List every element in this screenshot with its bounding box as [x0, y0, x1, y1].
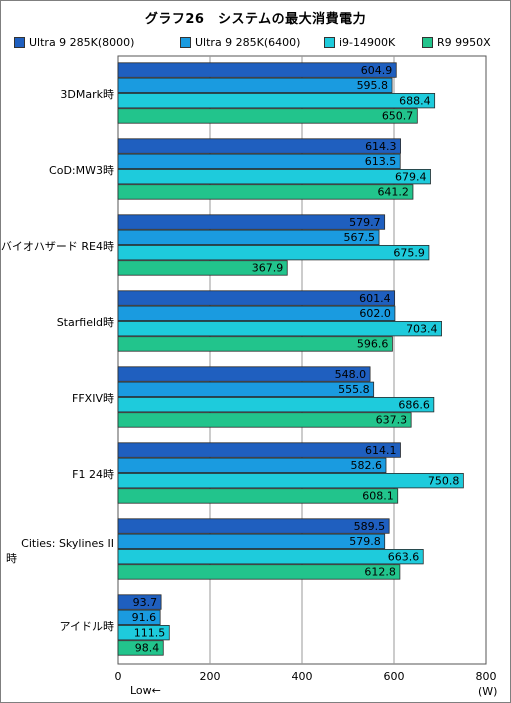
bar-value-label: 686.6	[398, 398, 430, 411]
bar	[117, 184, 414, 200]
bar	[117, 396, 435, 413]
bar-value-label: 579.8	[349, 535, 381, 548]
bar-value-label: 688.4	[399, 94, 431, 107]
bar-value-label: 579.7	[349, 216, 381, 229]
bar-value-label: 612.8	[364, 566, 396, 579]
bar	[117, 442, 401, 458]
bar-value-label: 650.7	[382, 110, 414, 123]
bar-value-label: 675.9	[393, 246, 425, 259]
category-label-continued: 時	[6, 552, 17, 565]
legend-label-3: R9 9950X	[437, 36, 491, 49]
bar-value-label: 679.4	[395, 170, 427, 183]
legend-swatch-1	[180, 37, 191, 48]
bar	[117, 457, 387, 474]
x-tick-label: 400	[292, 670, 313, 683]
bar	[117, 640, 164, 656]
category-label: Starfield時	[57, 316, 114, 329]
x-axis-unit: (W)	[478, 685, 498, 698]
bar	[117, 625, 170, 641]
bar-value-label: 663.6	[388, 550, 420, 563]
bar	[117, 290, 396, 306]
bar	[117, 138, 401, 154]
bar-value-label: 596.6	[357, 338, 389, 351]
x-tick-label: 200	[200, 670, 221, 683]
bar	[117, 609, 161, 625]
bar-value-label: 641.2	[377, 186, 409, 199]
bar-value-label: 555.8	[338, 383, 370, 396]
bar	[117, 62, 397, 78]
bar-value-label: 602.0	[359, 307, 391, 320]
lower-is-better-note: Low←	[130, 684, 161, 697]
bar-value-label: 98.4	[135, 642, 160, 655]
bar	[117, 260, 288, 276]
bar	[117, 93, 436, 109]
legend-item-2: i9-14900K	[324, 36, 395, 49]
chart-title: グラフ26 システムの最大消費電力	[144, 12, 367, 27]
bar	[117, 533, 386, 549]
bar	[117, 366, 371, 382]
bar	[117, 77, 393, 93]
bar-value-label: 604.9	[361, 64, 393, 77]
bar-value-label: 589.5	[354, 520, 386, 533]
bar	[117, 549, 424, 565]
bar-value-label: 93.7	[133, 596, 158, 609]
bar-value-label: 91.6	[132, 611, 157, 624]
legend-swatch-0	[14, 37, 25, 48]
bar	[117, 472, 464, 489]
legend-label-0: Ultra 9 285K(8000)	[29, 36, 135, 49]
bar-value-label: 637.3	[376, 414, 408, 427]
bar	[117, 244, 430, 261]
bar	[117, 168, 431, 185]
bar-value-label: 567.5	[344, 231, 376, 244]
bar-value-label: 613.5	[365, 155, 397, 168]
category-label: F1 24時	[72, 468, 114, 481]
bar	[117, 305, 396, 322]
legend-item-3: R9 9950X	[422, 36, 491, 49]
bar-value-label: 601.4	[359, 292, 391, 305]
bar-value-label: 595.8	[357, 79, 389, 92]
bar	[117, 214, 386, 230]
bar-value-label: 111.5	[134, 626, 166, 639]
x-tick-label: 800	[476, 670, 497, 683]
bar-value-label: 614.1	[365, 444, 397, 457]
bar	[117, 564, 401, 580]
bar-value-label: 548.0	[335, 368, 367, 381]
bar-value-label: 608.1	[362, 490, 394, 503]
bar	[117, 594, 162, 610]
bar	[117, 336, 393, 352]
legend-swatch-3	[422, 37, 433, 48]
bar	[117, 488, 399, 504]
bar	[117, 108, 418, 124]
bar	[117, 229, 380, 246]
bar	[117, 518, 390, 534]
category-label: 3DMark時	[60, 88, 114, 101]
legend-label-1: Ultra 9 285K(6400)	[195, 36, 301, 49]
legend-item-1: Ultra 9 285K(6400)	[180, 36, 300, 49]
legend: Ultra 9 285K(8000) Ultra 9 285K(6400) i9…	[0, 36, 511, 50]
bar	[117, 412, 412, 428]
legend-swatch-2	[324, 37, 335, 48]
bar	[117, 320, 442, 337]
category-label: CoD:MW3時	[49, 164, 114, 177]
bar-value-label: 367.9	[252, 262, 284, 275]
bar	[117, 381, 375, 398]
legend-label-2: i9-14900K	[339, 36, 396, 49]
category-label: バイオハザード RE4時	[1, 240, 114, 253]
bar-value-label: 703.4	[406, 322, 438, 335]
category-label: アイドル時	[60, 620, 114, 633]
x-tick-label: 0	[115, 670, 122, 683]
x-tick-label: 600	[384, 670, 405, 683]
bar	[117, 153, 401, 170]
bar-value-label: 614.3	[365, 140, 397, 153]
category-label: Cities: Skylines II	[21, 537, 114, 550]
legend-item-0: Ultra 9 285K(8000)	[14, 36, 134, 49]
bar-value-label: 750.8	[428, 474, 460, 487]
category-label: FFXIV時	[72, 392, 114, 405]
bar-value-label: 582.6	[350, 459, 382, 472]
